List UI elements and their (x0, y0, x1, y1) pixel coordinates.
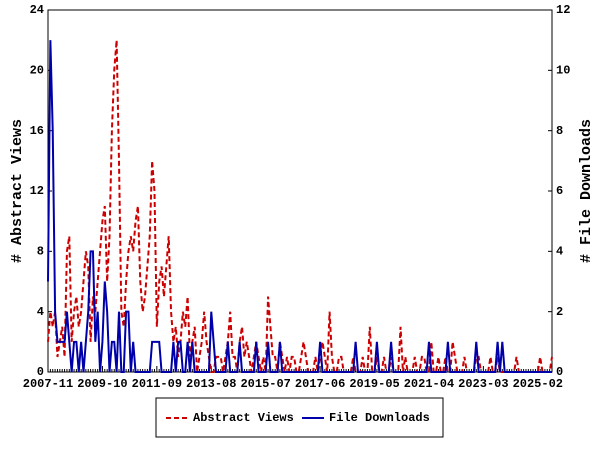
legend-label: Abstract Views (193, 411, 294, 425)
legend-label: File Downloads (329, 411, 430, 425)
y-tick-label: 4 (37, 305, 44, 319)
plot-frame (47, 9, 553, 373)
x-tick-label: 2021-04 (404, 377, 454, 391)
y-tick-label: 16 (30, 124, 44, 138)
series-line (47, 40, 552, 373)
y-tick-label: 24 (30, 3, 44, 17)
x-tick-label: 2023-03 (458, 377, 508, 391)
y2-tick-label: 4 (556, 245, 563, 259)
x-tick-label: 2017-06 (295, 377, 345, 391)
x-tick-label: 2007-11 (23, 377, 73, 391)
y-tick-label: 0 (37, 365, 44, 379)
x-tick-label: 2015-07 (240, 377, 290, 391)
y-axis-label: # Abstract Views (9, 119, 26, 263)
legend-box (155, 397, 444, 438)
y2-axis-label: # File Downloads (578, 119, 595, 263)
x-tick-label: 2025-02 (513, 377, 563, 391)
x-tick-label: 2009-10 (77, 377, 127, 391)
y2-tick-label: 8 (556, 124, 563, 138)
y-tick-label: 8 (37, 245, 44, 259)
y2-tick-label: 0 (556, 365, 563, 379)
series-line (47, 40, 553, 373)
x-tick-label: 2019-05 (349, 377, 399, 391)
y2-tick-label: 2 (556, 305, 563, 319)
y2-tick-label: 6 (556, 184, 563, 198)
y2-tick-label: 10 (556, 64, 570, 78)
x-tick-label: 2011-09 (132, 377, 182, 391)
x-tick-label: 2013-08 (186, 377, 236, 391)
y-tick-label: 20 (30, 64, 44, 78)
y2-tick-label: 12 (556, 3, 570, 17)
y-tick-label: 12 (30, 184, 44, 198)
